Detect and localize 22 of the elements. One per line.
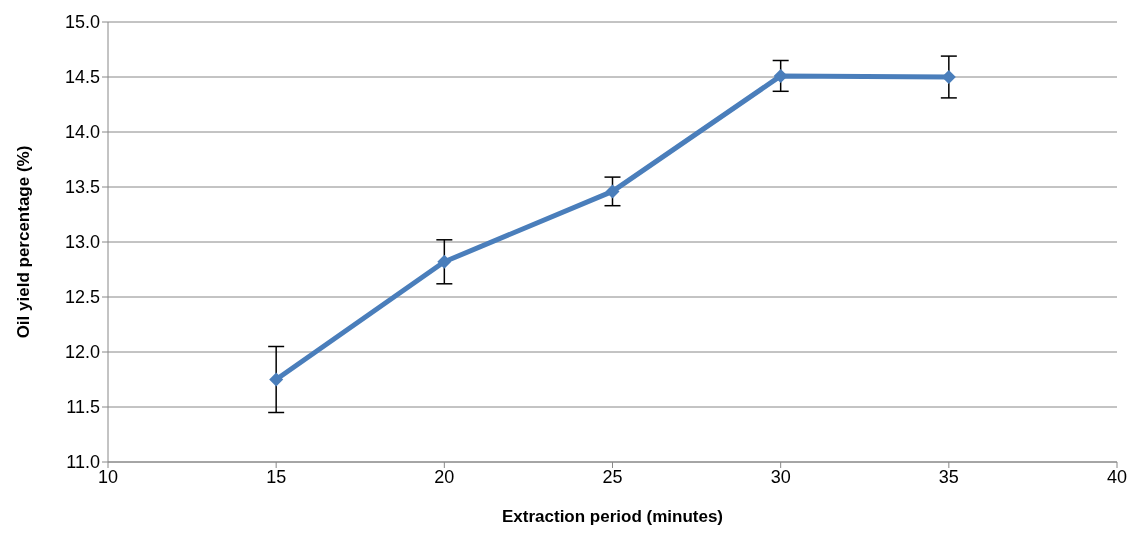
x-tick-label: 15 [266,466,287,487]
y-tick-label: 15.0 [64,12,100,33]
y-tick-label: 14.5 [64,67,100,88]
y-tick-label: 12.5 [64,287,100,308]
x-tick-label: 40 [1106,466,1128,487]
x-axis-title: Extraction period (minutes) [501,507,724,526]
point [773,68,788,83]
x-tick-label: 10 [97,466,119,487]
x-tick-label: 30 [770,466,791,487]
x-tick-label: 35 [938,466,959,487]
y-tick-label: 12.0 [64,342,100,363]
point [269,372,284,387]
y-tick-label: 11.5 [66,397,100,418]
y-tick-label: 11.0 [66,452,100,473]
y-axis-title: Oil yield percentage (%) [14,145,34,339]
y-tick-label: 13.0 [64,232,100,253]
y-tick-label: 14.0 [64,122,100,143]
point [437,254,452,269]
point [605,184,620,199]
x-tick-label: 20 [434,466,455,487]
x-tick-label: 25 [602,466,623,487]
y-tick-label: 13.5 [64,177,100,198]
